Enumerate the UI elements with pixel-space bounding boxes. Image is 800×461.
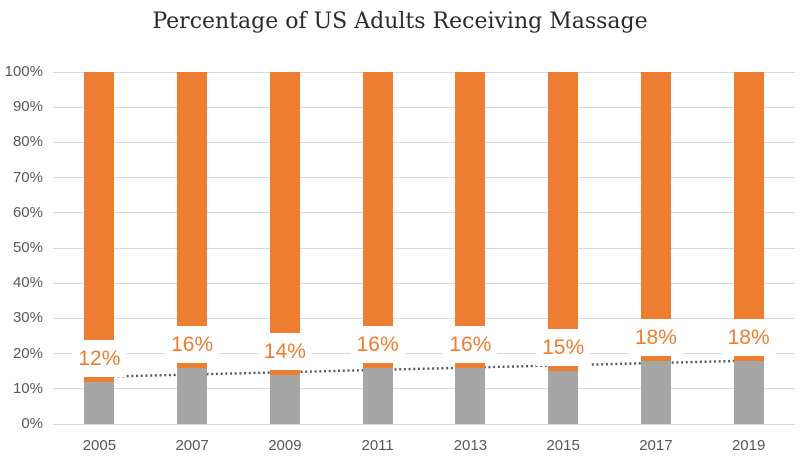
x-tick-label-2019: 2019 bbox=[731, 437, 766, 454]
gridline-80% bbox=[53, 141, 795, 143]
y-tick-label: 90% bbox=[12, 98, 43, 116]
bar-orange-sliver-2007 bbox=[177, 362, 208, 368]
data-label-2019: 18% bbox=[721, 318, 776, 356]
x-tick-label-2011: 2011 bbox=[361, 437, 394, 454]
gridline-40% bbox=[53, 282, 795, 284]
data-label-2017: 18% bbox=[628, 318, 683, 356]
x-tick-label-2009: 2009 bbox=[268, 437, 302, 454]
data-label-2007: 16% bbox=[165, 325, 220, 363]
gridline-100% bbox=[53, 71, 795, 73]
gridline-60% bbox=[53, 212, 795, 214]
gridline-90% bbox=[53, 106, 795, 108]
bar-orange-sliver-2011 bbox=[362, 362, 393, 368]
bar-orange-sliver-2013 bbox=[455, 362, 486, 368]
x-tick-label-2017: 2017 bbox=[639, 437, 673, 454]
bar-gray-2005 bbox=[84, 381, 115, 424]
bar-gray-2019 bbox=[733, 360, 764, 424]
gridline-10% bbox=[53, 388, 795, 390]
y-tick-label: 50% bbox=[12, 239, 43, 256]
bar-orange-sliver-2017 bbox=[640, 355, 671, 361]
bar-gray-2013 bbox=[455, 367, 486, 424]
data-label-2013: 16% bbox=[443, 325, 498, 363]
trendline-dotted bbox=[84, 359, 764, 379]
chart-title: Percentage of US Adults Receiving Massag… bbox=[152, 9, 648, 34]
bar-orange-2005 bbox=[84, 72, 115, 340]
gridline-20% bbox=[53, 353, 795, 355]
bar-orange-2013 bbox=[455, 72, 486, 326]
x-tick-label-2007: 2007 bbox=[175, 437, 209, 454]
y-tick-label: 20% bbox=[12, 344, 43, 362]
y-tick-label: 0% bbox=[21, 415, 43, 432]
gridline-0% bbox=[53, 423, 795, 425]
y-tick-label: 10% bbox=[12, 379, 43, 397]
y-tick-label: 70% bbox=[12, 168, 43, 186]
bar-orange-2019 bbox=[733, 72, 764, 319]
plot-area: 0% 10% 20% 30% 40% 50% 60% 70% 80% 90% 100% 12% 2005… bbox=[5, 63, 795, 454]
data-label-2005: 12% bbox=[72, 339, 127, 377]
gridline-70% bbox=[53, 177, 795, 179]
bar-orange-sliver-2015 bbox=[548, 366, 579, 372]
y-tick-label: 100% bbox=[4, 63, 43, 80]
bar-gray-2011 bbox=[362, 367, 393, 424]
x-tick-label-2015: 2015 bbox=[546, 437, 580, 454]
bar-orange-2009 bbox=[269, 72, 300, 333]
bar-gray-2017 bbox=[640, 360, 671, 424]
bar-orange-2011 bbox=[362, 72, 393, 326]
bar-orange-2017 bbox=[640, 72, 671, 319]
bar-orange-sliver-2009 bbox=[269, 369, 300, 375]
data-label-2015: 15% bbox=[536, 329, 591, 367]
x-tick-label-2005: 2005 bbox=[82, 437, 117, 454]
bar-gray-2009 bbox=[269, 374, 300, 424]
gridline-30% bbox=[53, 317, 795, 319]
y-tick-label: 60% bbox=[12, 203, 43, 221]
gridline-50% bbox=[53, 247, 795, 249]
y-tick-label: 80% bbox=[12, 133, 43, 151]
bar-orange-2007 bbox=[177, 72, 208, 326]
bar-orange-2015 bbox=[548, 72, 579, 330]
bar-orange-sliver-2019 bbox=[733, 355, 764, 361]
data-label-2011: 16% bbox=[350, 325, 405, 363]
bar-orange-sliver-2005 bbox=[84, 376, 115, 382]
bar-gray-2015 bbox=[548, 371, 579, 424]
y-tick-label: 30% bbox=[12, 309, 43, 327]
x-tick-label-2013: 2013 bbox=[453, 437, 488, 454]
data-label-2009: 14% bbox=[257, 332, 312, 370]
bar-gray-2007 bbox=[177, 367, 208, 424]
y-tick-label: 40% bbox=[12, 274, 43, 292]
